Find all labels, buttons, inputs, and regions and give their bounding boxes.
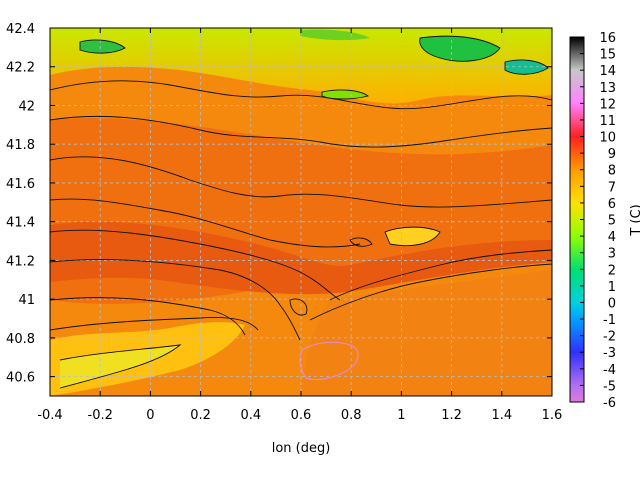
colorbar-tick-label: -4 — [603, 363, 616, 378]
colorbar-tick-label: 9 — [608, 147, 616, 162]
x-tick-label: 1.6 — [542, 408, 563, 423]
x-tick-label: 1.2 — [441, 408, 462, 423]
colorbar-tick-label: 11 — [599, 114, 616, 129]
colorbar-tick-label: 4 — [608, 230, 616, 245]
y-tick-label: 41.6 — [6, 177, 35, 192]
y-axis-ticks: 40.6 40.8 41 41.2 41.4 41.6 41.8 42 42.2 42.4 — [6, 22, 552, 386]
colorbar-tick-label: 13 — [599, 81, 616, 96]
y-tick-label: 42.2 — [6, 61, 35, 76]
colorbar-tick-label: 12 — [599, 97, 616, 112]
colorbar-tick-label: 0 — [608, 296, 616, 311]
x-axis-label: lon (deg) — [272, 441, 331, 456]
y-tick-label: 41.2 — [6, 254, 35, 269]
x-tick-label: 0.8 — [341, 408, 362, 423]
colorbar-tick-label: 7 — [608, 180, 616, 195]
colorbar-tick-label: 8 — [608, 164, 616, 179]
colorbar-tick-label: -5 — [603, 379, 616, 394]
y-tick-label: 42 — [18, 99, 35, 114]
y-tick-label: 41 — [18, 293, 35, 308]
x-tick-label: 0.2 — [190, 408, 211, 423]
colorbar-tick-label: 3 — [608, 247, 616, 262]
colorbar-tick-label: -6 — [603, 396, 616, 411]
y-tick-label: 40.8 — [6, 332, 35, 347]
colorbar-tick-label: 15 — [599, 48, 616, 63]
colorbar-tick-label: -1 — [603, 313, 616, 328]
x-tick-label: 1 — [397, 408, 405, 423]
x-axis-ticks: -0.4 -0.2 0 0.2 0.4 0.6 0.8 1 1.2 1.4 1.6 — [37, 28, 562, 423]
isotherm-contours — [50, 35, 552, 389]
x-tick-label: 1.4 — [491, 408, 512, 423]
y-tick-label: 41.8 — [6, 138, 35, 153]
x-tick-label: 0 — [146, 408, 154, 423]
x-tick-label: 0.6 — [291, 408, 312, 423]
colorbar-tick-label: -3 — [603, 346, 616, 361]
y-tick-label: 40.6 — [6, 371, 35, 386]
colorbar-tick-label: 1 — [608, 280, 616, 295]
colorbar-tick-label: 10 — [599, 131, 616, 146]
colorbar-tick-label: 2 — [608, 263, 616, 278]
colorbar-tick-label: 5 — [608, 214, 616, 229]
colorbar-tick-label: 6 — [608, 197, 616, 212]
colorbar-tick-label: -2 — [603, 330, 616, 345]
colorbar-label: T (C) — [629, 204, 640, 236]
x-tick-label: -0.4 — [37, 408, 62, 423]
x-tick-label: -0.2 — [88, 408, 113, 423]
y-tick-label: 41.4 — [6, 216, 35, 231]
colorbar-tick-label: 14 — [599, 64, 616, 79]
x-tick-label: 0.4 — [240, 408, 261, 423]
colorbar-tick-label: 16 — [599, 31, 616, 46]
y-tick-label: 42.4 — [6, 22, 35, 37]
grid-lines — [50, 28, 552, 396]
